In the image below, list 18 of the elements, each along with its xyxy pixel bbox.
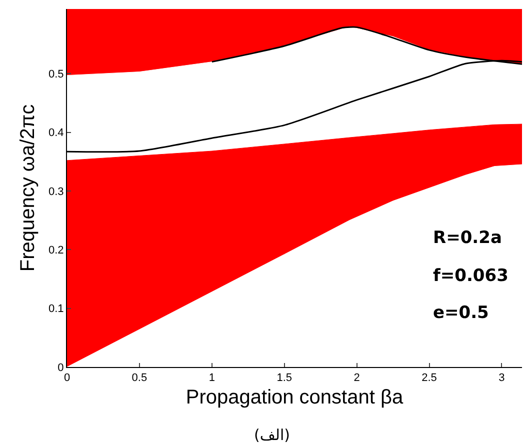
- text: (الف): [254, 426, 290, 444]
- annotation: f=0.063: [433, 266, 508, 286]
- y-axis-title: Frequency ωa/2πc: [17, 104, 40, 272]
- y-tick-label: 0.3: [48, 186, 64, 198]
- y-tick-label: 0.1: [48, 303, 64, 316]
- y-tick-label: 0.2: [48, 244, 64, 256]
- y-tick-label: 0.4: [48, 127, 64, 140]
- x-tick-label: 2: [354, 372, 360, 384]
- y-tick-label: 0.5: [48, 68, 64, 80]
- annotation: e=0.5: [433, 303, 489, 323]
- y-tick-label: 0: [58, 362, 64, 374]
- x-tick-label: 1: [208, 372, 215, 384]
- x-axis-title: Propagation constant βa: [186, 386, 404, 409]
- x-tick-label: 0.5: [132, 372, 148, 384]
- x-tick-label: 2.5: [422, 372, 437, 384]
- x-tick-label: 3: [498, 372, 505, 384]
- x-tick-label: 1.5: [276, 372, 292, 384]
- annotation: R=0.2a: [433, 228, 502, 248]
